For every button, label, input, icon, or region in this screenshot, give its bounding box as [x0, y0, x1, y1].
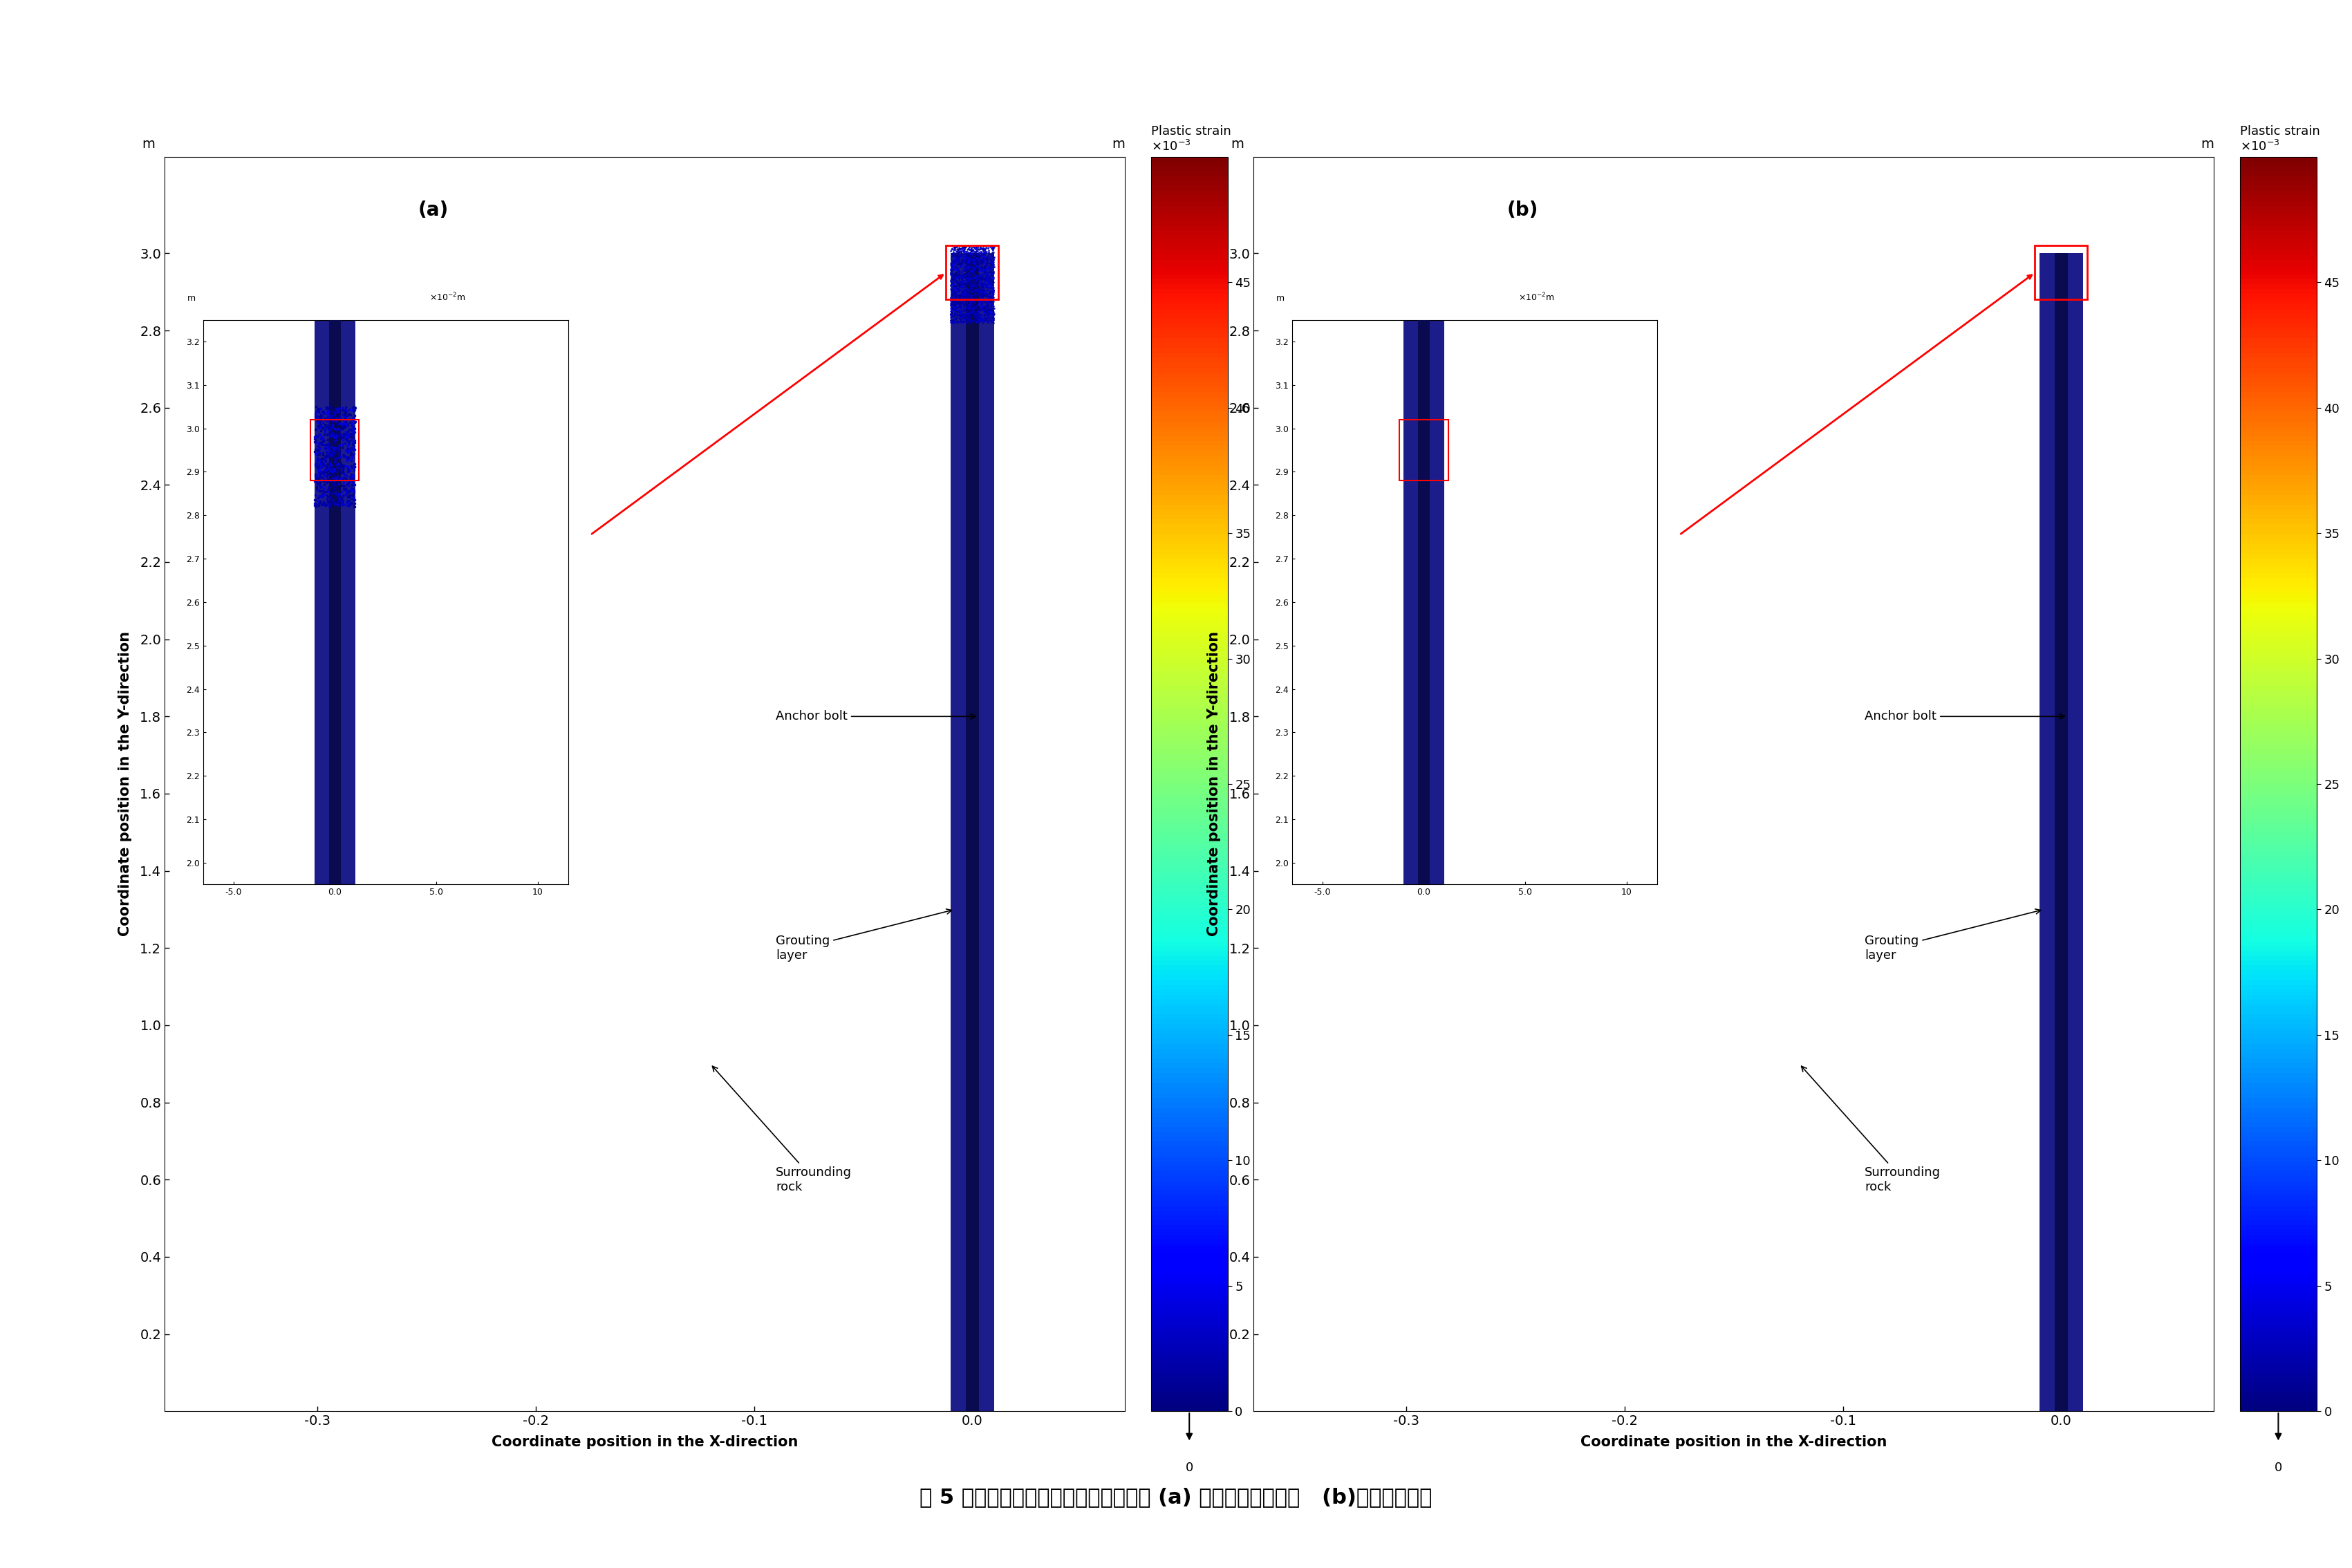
Text: m: m — [1112, 138, 1124, 151]
Text: Anchor bolt: Anchor bolt — [776, 710, 976, 723]
Text: m: m — [141, 138, 155, 151]
Bar — [2039, 254, 2084, 1411]
Text: 图 5 拉拔试验注浆层塑性应变分布对比 (a) 普通确酸盐水泥，   (b)早高强注浆料: 图 5 拉拔试验注浆层塑性应变分布对比 (a) 普通确酸盐水泥， (b)早高强注… — [920, 1488, 1432, 1507]
Text: Surrounding
rock: Surrounding rock — [713, 1066, 851, 1193]
Text: Plastic strain
$\times10^{-3}$: Plastic strain $\times10^{-3}$ — [2239, 125, 2319, 154]
Bar — [946, 246, 997, 299]
Text: Grouting
layer: Grouting layer — [776, 909, 953, 961]
X-axis label: Coordinate position in the X-direction: Coordinate position in the X-direction — [492, 1435, 797, 1449]
X-axis label: Coordinate position in the X-direction: Coordinate position in the X-direction — [1581, 1435, 1886, 1449]
Text: m: m — [2201, 138, 2213, 151]
Text: Grouting
layer: Grouting layer — [1865, 909, 2042, 961]
Text: (a): (a) — [419, 201, 449, 220]
Text: (b): (b) — [1508, 201, 1538, 220]
Bar — [2056, 254, 2067, 1411]
Bar — [967, 254, 978, 1411]
Y-axis label: Coordinate position in the Y-direction: Coordinate position in the Y-direction — [118, 632, 132, 936]
Bar — [950, 254, 995, 1411]
Text: Surrounding
rock: Surrounding rock — [1802, 1066, 1940, 1193]
Text: m: m — [1230, 138, 1244, 151]
Text: 0: 0 — [2274, 1461, 2281, 1474]
Text: Plastic strain
$\times10^{-3}$: Plastic strain $\times10^{-3}$ — [1150, 125, 1230, 154]
Text: Anchor bolt: Anchor bolt — [1865, 710, 2065, 723]
Text: 0: 0 — [1185, 1461, 1192, 1474]
Y-axis label: Coordinate position in the Y-direction: Coordinate position in the Y-direction — [1207, 632, 1221, 936]
Bar — [2034, 246, 2086, 299]
